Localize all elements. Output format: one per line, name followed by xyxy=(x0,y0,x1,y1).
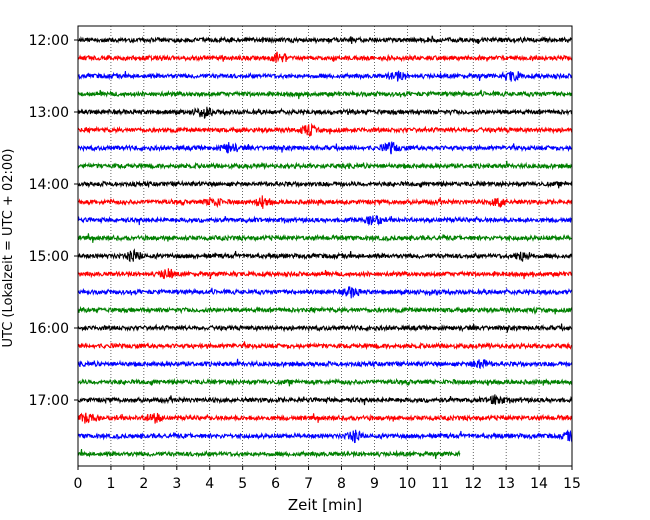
x-tick-label: 4 xyxy=(205,476,214,492)
trace-line xyxy=(77,268,573,280)
x-tick-label: 1 xyxy=(106,476,115,492)
y-tick-label: 14:00 xyxy=(29,177,69,193)
trace-line xyxy=(77,429,573,444)
x-axis-ticks: 0 1 2 3 4 5 6 7 8 9 10 11 12 13 14 15 xyxy=(74,466,581,492)
y-axis-ticks: 12:00 13:00 14:00 15:00 16:00 17:00 xyxy=(29,33,78,409)
x-tick-label: 6 xyxy=(271,476,280,492)
x-tick-label: 2 xyxy=(139,476,148,492)
x-tick-label: 7 xyxy=(304,476,313,492)
trace-line xyxy=(77,35,573,45)
trace-line xyxy=(77,377,573,387)
trace-line xyxy=(77,412,573,424)
x-axis-label: Zeit [min] xyxy=(288,496,362,514)
trace-line xyxy=(77,358,573,370)
trace-line xyxy=(78,122,573,137)
trace-line xyxy=(77,160,573,171)
trace-line xyxy=(77,70,573,82)
y-tick-label: 17:00 xyxy=(29,393,69,409)
y-tick-label: 12:00 xyxy=(29,33,69,49)
trace-line xyxy=(77,51,573,63)
trace-line xyxy=(77,179,573,189)
trace-line xyxy=(77,286,573,299)
x-tick-label: 13 xyxy=(497,476,515,492)
trace-line xyxy=(77,341,573,351)
trace-line xyxy=(77,141,573,155)
trace-line xyxy=(77,394,573,406)
x-tick-label: 10 xyxy=(398,476,416,492)
x-tick-label: 12 xyxy=(464,476,482,492)
y-axis-label: UTC (Lokalzeit = UTC + 02:00) xyxy=(1,149,16,348)
trace-line xyxy=(77,248,573,263)
trace-line xyxy=(77,305,573,315)
trace-line xyxy=(77,448,461,459)
trace-line xyxy=(77,106,573,119)
grid-lines xyxy=(110,26,540,466)
y-tick-label: 16:00 xyxy=(29,321,69,337)
x-tick-label: 0 xyxy=(74,476,83,492)
trace-line xyxy=(77,233,573,243)
x-tick-label: 5 xyxy=(238,476,247,492)
x-tick-label: 9 xyxy=(370,476,379,492)
trace-line xyxy=(77,323,573,333)
x-tick-label: 14 xyxy=(530,476,548,492)
x-tick-label: 8 xyxy=(337,476,346,492)
plot-frame xyxy=(77,25,573,467)
x-tick-label: 15 xyxy=(563,476,581,492)
y-tick-label: 13:00 xyxy=(29,105,69,121)
x-tick-label: 11 xyxy=(431,476,449,492)
trace-line xyxy=(77,89,573,100)
x-tick-label: 3 xyxy=(172,476,181,492)
trace-line xyxy=(77,215,572,227)
trace-lines xyxy=(77,35,573,459)
y-tick-label: 15:00 xyxy=(29,249,69,265)
trace-line xyxy=(77,195,573,209)
